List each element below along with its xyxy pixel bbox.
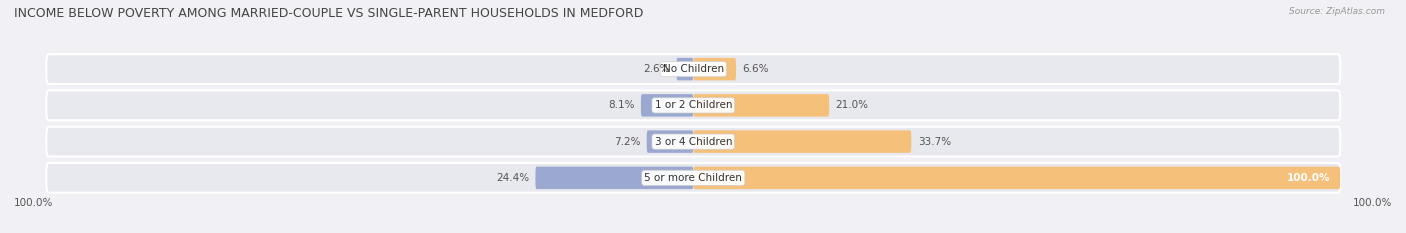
FancyBboxPatch shape (647, 130, 693, 153)
Text: 5 or more Children: 5 or more Children (644, 173, 742, 183)
FancyBboxPatch shape (693, 94, 830, 116)
FancyBboxPatch shape (693, 58, 735, 80)
Text: INCOME BELOW POVERTY AMONG MARRIED-COUPLE VS SINGLE-PARENT HOUSEHOLDS IN MEDFORD: INCOME BELOW POVERTY AMONG MARRIED-COUPL… (14, 7, 644, 20)
Text: 2.6%: 2.6% (644, 64, 671, 74)
Text: 8.1%: 8.1% (607, 100, 634, 110)
Text: Source: ZipAtlas.com: Source: ZipAtlas.com (1289, 7, 1385, 16)
Text: 24.4%: 24.4% (496, 173, 529, 183)
FancyBboxPatch shape (46, 127, 1340, 157)
FancyBboxPatch shape (641, 94, 693, 116)
Text: 100.0%: 100.0% (1286, 173, 1330, 183)
FancyBboxPatch shape (46, 163, 1340, 193)
FancyBboxPatch shape (46, 90, 1340, 120)
Text: No Children: No Children (662, 64, 724, 74)
Text: 21.0%: 21.0% (835, 100, 869, 110)
FancyBboxPatch shape (676, 58, 693, 80)
FancyBboxPatch shape (693, 130, 911, 153)
Text: 100.0%: 100.0% (1353, 198, 1392, 208)
Text: 100.0%: 100.0% (14, 198, 53, 208)
Text: 1 or 2 Children: 1 or 2 Children (655, 100, 733, 110)
Text: 3 or 4 Children: 3 or 4 Children (655, 137, 733, 147)
Text: 6.6%: 6.6% (742, 64, 769, 74)
Text: 7.2%: 7.2% (614, 137, 640, 147)
FancyBboxPatch shape (693, 167, 1340, 189)
FancyBboxPatch shape (536, 167, 693, 189)
FancyBboxPatch shape (46, 54, 1340, 84)
Text: 33.7%: 33.7% (918, 137, 950, 147)
